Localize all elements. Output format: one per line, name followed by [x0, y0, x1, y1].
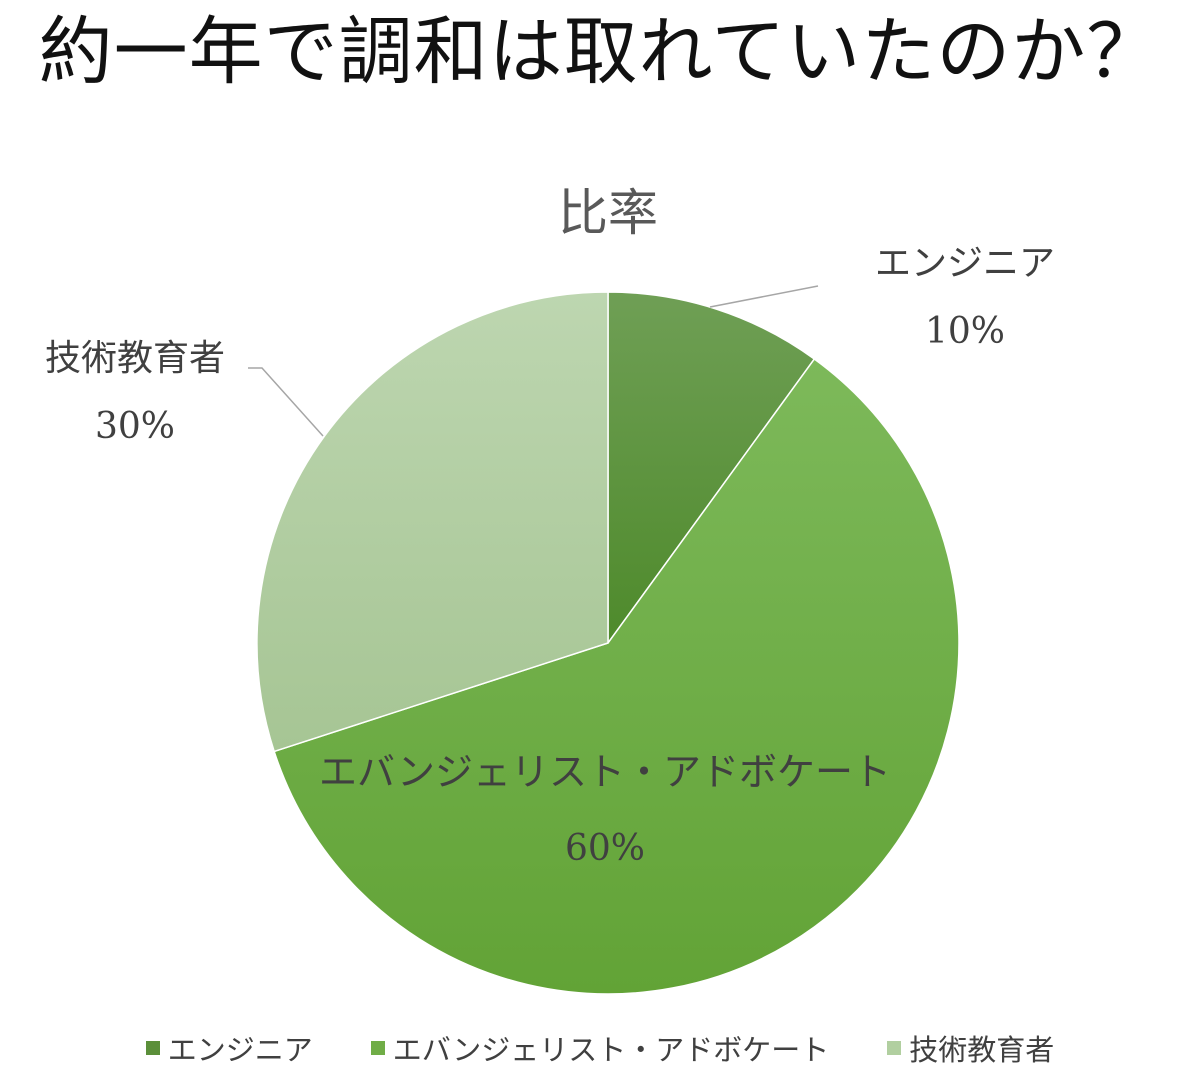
data-label-educator-value: 30%: [95, 406, 175, 447]
leader-line-educator: [248, 367, 324, 437]
legend-swatch-engineer: [145, 1041, 160, 1055]
data-label-evangelist-name: エバンジェリスト・アドボケート: [319, 750, 891, 794]
data-label-evangelist-value: 60%: [565, 828, 645, 869]
legend-label: エンジニア: [167, 1033, 313, 1067]
legend-item-educator: 技術教育者: [887, 1027, 1054, 1069]
page-title: 約一年で調和は取れていたのか？: [38, 9, 1162, 95]
data-label-engineer-value: 10%: [925, 311, 1005, 352]
legend-label: 技術教育者: [909, 1033, 1055, 1067]
legend-label: エバンジェリスト・アドボケート: [392, 1033, 830, 1067]
pie-slice-educator: [256, 291, 609, 753]
legend-swatch-evangelist: [370, 1041, 385, 1055]
legend-item-engineer: エンジニア: [145, 1027, 313, 1069]
pie-chart: 比率 エンジニア 10% エバンジェリスト・アドボケート 60% 技術教育者 30%: [45, 184, 1055, 995]
pie-slice-evangelist: [273, 357, 960, 995]
data-label-educator-name: 技術教育者: [45, 338, 225, 379]
data-label-engineer-name: エンジニア: [875, 243, 1055, 284]
chart-title: 比率: [558, 184, 658, 242]
legend-swatch-educator: [887, 1041, 902, 1055]
legend: エンジニア エバンジェリスト・アドボケート 技術教育者: [0, 1027, 1200, 1069]
leader-line-engineer: [709, 285, 819, 308]
legend-item-evangelist: エバンジェリスト・アドボケート: [370, 1027, 830, 1069]
pie-slice-engineer: [607, 291, 816, 646]
